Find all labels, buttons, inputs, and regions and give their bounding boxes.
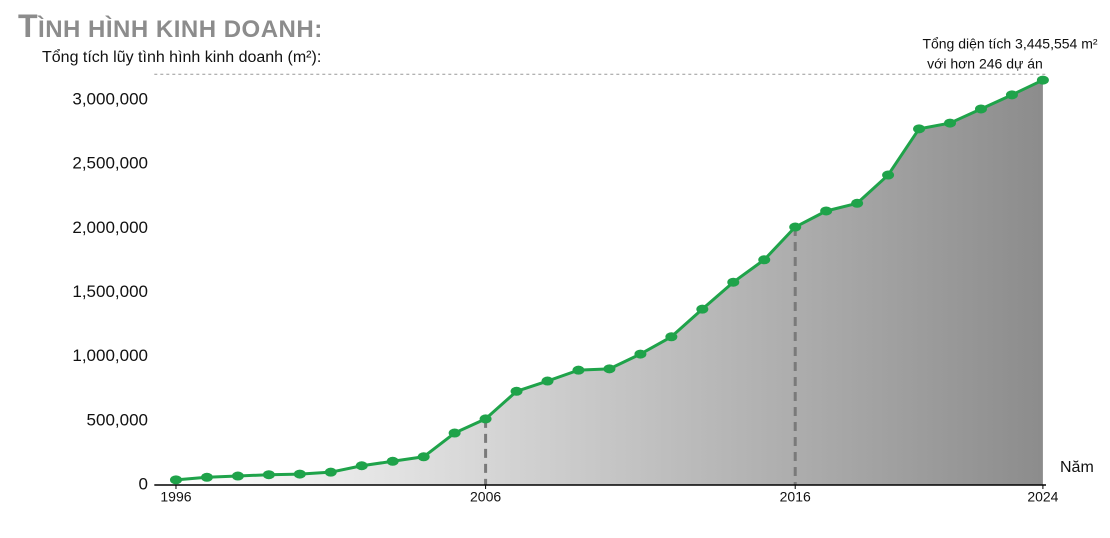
marker bbox=[758, 255, 771, 265]
x-axis-label: Năm bbox=[1060, 459, 1094, 476]
x-tick-label: 2024 bbox=[1027, 489, 1058, 505]
marker bbox=[231, 471, 244, 481]
marker bbox=[200, 472, 213, 482]
y-tick-label: 500,000 bbox=[87, 410, 148, 429]
y-axis-label: Tổng tích lũy tình hình kinh doanh (m²): bbox=[42, 48, 321, 66]
x-tick-label: 2006 bbox=[470, 489, 501, 505]
marker bbox=[727, 277, 740, 287]
marker bbox=[1005, 90, 1018, 100]
y-tick-label: 0 bbox=[139, 474, 148, 493]
marker bbox=[665, 332, 678, 342]
x-tick-label: 2016 bbox=[780, 489, 811, 505]
marker bbox=[572, 365, 585, 375]
y-tick-label: 3,000,000 bbox=[72, 89, 148, 108]
chart-title: TÌNH HÌNH KINH DOANH: bbox=[18, 8, 323, 44]
marker bbox=[324, 467, 337, 477]
marker bbox=[882, 170, 895, 180]
marker bbox=[417, 452, 430, 462]
marker bbox=[510, 386, 523, 396]
marker bbox=[541, 376, 554, 386]
marker bbox=[262, 470, 275, 480]
marker bbox=[1036, 75, 1049, 85]
marker bbox=[448, 428, 461, 438]
marker bbox=[603, 364, 616, 374]
marker bbox=[974, 104, 987, 114]
area bbox=[175, 80, 1043, 485]
y-tick-label: 1,500,000 bbox=[72, 282, 148, 301]
marker bbox=[293, 469, 306, 479]
marker bbox=[386, 456, 399, 466]
marker bbox=[789, 222, 802, 232]
marker bbox=[913, 124, 926, 134]
marker bbox=[479, 414, 492, 424]
y-tick-label: 2,000,000 bbox=[72, 218, 148, 237]
annotation: với hơn 246 dự án bbox=[927, 56, 1043, 72]
marker bbox=[355, 461, 368, 471]
marker bbox=[696, 304, 709, 314]
marker bbox=[820, 206, 833, 216]
marker bbox=[634, 349, 647, 359]
marker bbox=[944, 118, 957, 128]
x-tick-label: 1996 bbox=[160, 489, 191, 505]
annotation: Tổng diện tích 3,445,554 m² bbox=[922, 36, 1097, 52]
marker bbox=[851, 198, 864, 208]
y-tick-label: 2,500,000 bbox=[72, 154, 148, 173]
marker bbox=[169, 475, 182, 485]
y-tick-label: 1,000,000 bbox=[72, 346, 148, 365]
